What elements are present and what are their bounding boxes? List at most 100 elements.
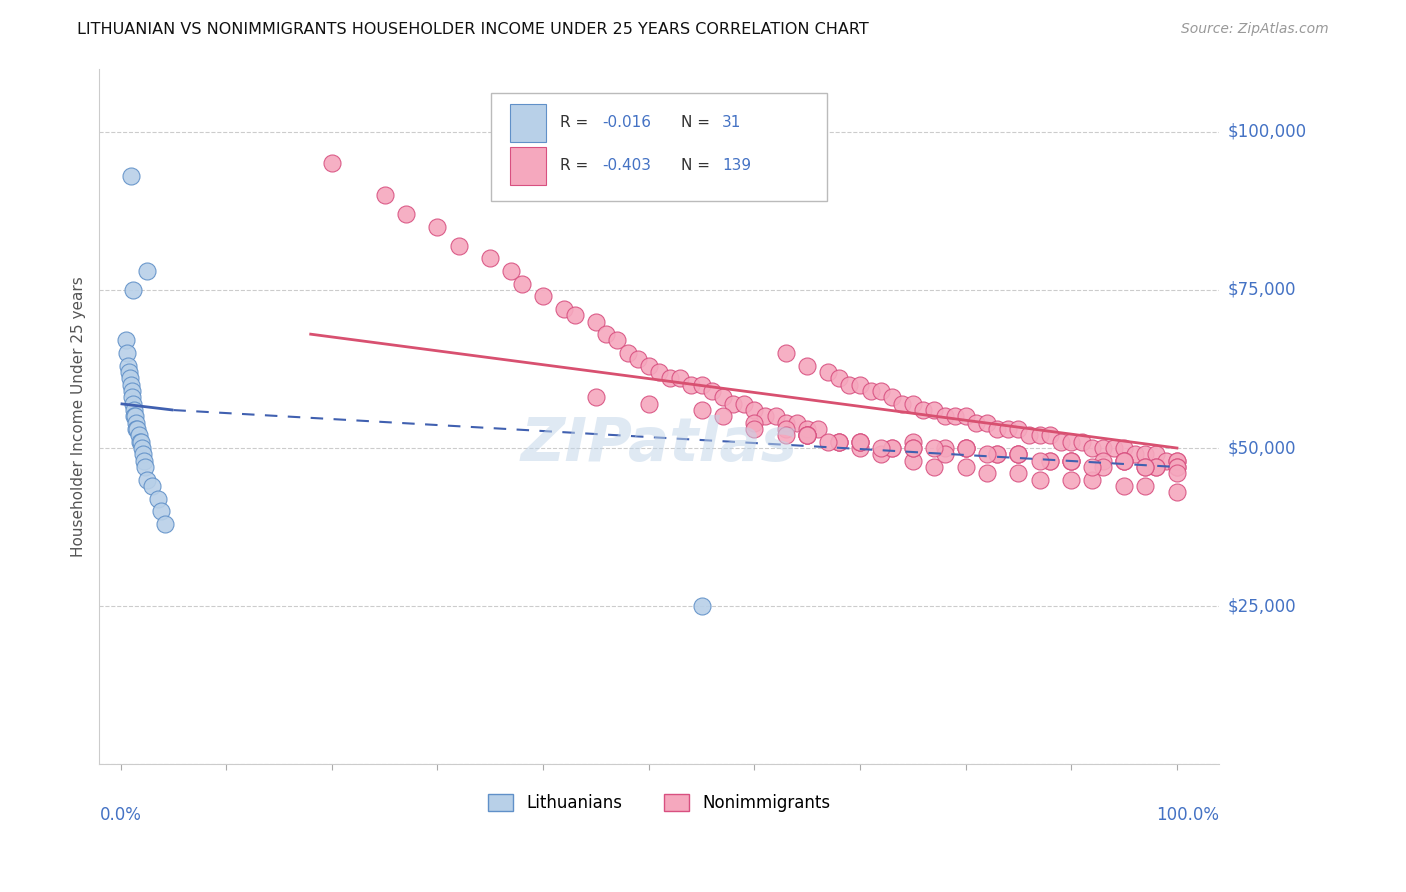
Point xyxy=(479,252,502,266)
Point xyxy=(859,384,882,398)
Point xyxy=(118,365,141,379)
Point xyxy=(922,441,945,455)
Point xyxy=(1028,473,1050,487)
Point xyxy=(955,409,977,424)
Point xyxy=(1007,447,1029,461)
Point xyxy=(690,403,713,417)
Point xyxy=(115,346,138,360)
Text: 139: 139 xyxy=(723,159,751,173)
Point xyxy=(775,422,797,436)
Text: 100.0%: 100.0% xyxy=(1156,806,1219,824)
Point xyxy=(658,371,681,385)
Point xyxy=(510,277,533,291)
Point xyxy=(149,504,172,518)
Point xyxy=(986,422,1008,436)
Point xyxy=(1102,441,1125,455)
Point xyxy=(120,169,142,183)
Point xyxy=(901,441,924,455)
Point xyxy=(1114,441,1136,455)
Point xyxy=(796,428,818,442)
Point xyxy=(134,460,156,475)
Point xyxy=(723,397,745,411)
Point xyxy=(1114,453,1136,467)
Point xyxy=(637,359,659,373)
Point xyxy=(1081,441,1104,455)
Point xyxy=(754,409,776,424)
FancyBboxPatch shape xyxy=(510,147,546,185)
Point xyxy=(796,428,818,442)
Point xyxy=(616,346,638,360)
Point xyxy=(117,359,139,373)
Point xyxy=(912,403,935,417)
Point xyxy=(796,422,818,436)
Point xyxy=(669,371,692,385)
Point xyxy=(828,434,851,449)
Point xyxy=(121,384,143,398)
Point xyxy=(796,428,818,442)
Point xyxy=(934,447,956,461)
FancyBboxPatch shape xyxy=(491,93,827,201)
Point xyxy=(901,434,924,449)
Point xyxy=(922,460,945,475)
Point xyxy=(426,219,449,234)
Point xyxy=(1007,447,1029,461)
Point xyxy=(125,416,148,430)
Point xyxy=(849,434,872,449)
Point xyxy=(1091,460,1114,475)
Point xyxy=(122,283,145,297)
Point xyxy=(1091,441,1114,455)
Point xyxy=(786,416,808,430)
Point xyxy=(796,428,818,442)
Point xyxy=(828,371,851,385)
Point xyxy=(775,416,797,430)
Point xyxy=(447,238,470,252)
Point xyxy=(141,479,163,493)
Legend: Lithuanians, Nonimmigrants: Lithuanians, Nonimmigrants xyxy=(481,787,837,819)
Point xyxy=(1144,460,1167,475)
Point xyxy=(1166,460,1188,475)
Point xyxy=(1114,453,1136,467)
Point xyxy=(870,384,893,398)
Point xyxy=(124,403,146,417)
Point xyxy=(1039,428,1062,442)
Point xyxy=(679,377,702,392)
Text: N =: N = xyxy=(681,159,714,173)
Point xyxy=(828,434,851,449)
Point xyxy=(374,188,396,202)
Point xyxy=(321,156,343,170)
Point xyxy=(132,447,155,461)
Point xyxy=(128,434,150,449)
Point xyxy=(1166,453,1188,467)
Point xyxy=(955,460,977,475)
Text: R =: R = xyxy=(560,159,593,173)
Point xyxy=(1039,453,1062,467)
Point xyxy=(997,422,1019,436)
Point xyxy=(1144,447,1167,461)
Point xyxy=(922,403,945,417)
Point xyxy=(564,308,586,322)
Point xyxy=(1060,453,1083,467)
Point xyxy=(1166,485,1188,500)
Point xyxy=(901,397,924,411)
FancyBboxPatch shape xyxy=(510,103,546,142)
Point xyxy=(1018,428,1040,442)
Point xyxy=(1028,428,1050,442)
Point xyxy=(1156,453,1178,467)
Point xyxy=(129,434,152,449)
Point xyxy=(817,365,839,379)
Point xyxy=(1028,453,1050,467)
Point xyxy=(606,334,628,348)
Point xyxy=(1144,460,1167,475)
Point xyxy=(744,422,766,436)
Point xyxy=(132,453,155,467)
Point xyxy=(531,289,554,303)
Point xyxy=(796,359,818,373)
Point xyxy=(976,467,998,481)
Point xyxy=(1081,460,1104,475)
Point xyxy=(1123,447,1146,461)
Point xyxy=(1070,434,1092,449)
Point xyxy=(807,422,830,436)
Point xyxy=(131,441,153,455)
Point xyxy=(1060,434,1083,449)
Point xyxy=(1135,460,1157,475)
